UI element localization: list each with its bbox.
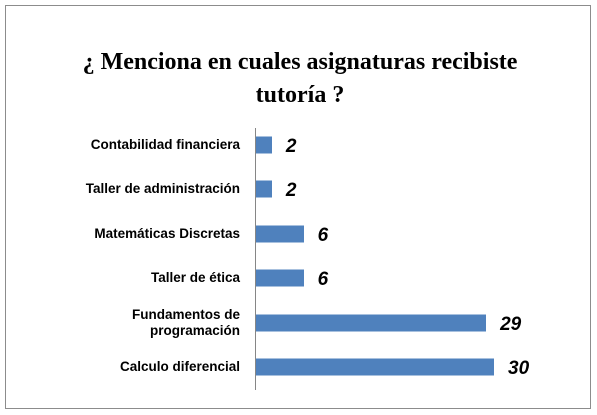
chart-frame: [5, 5, 591, 409]
data-label: 6: [317, 269, 329, 291]
chart-title: ¿ Menciona en cuales asignaturas recibis…: [82, 49, 518, 108]
category-label: Contabilidad financiera: [90, 137, 240, 152]
bar: [256, 269, 304, 287]
data-label: 2: [285, 136, 297, 157]
data-label: 6: [317, 224, 329, 246]
bar: [256, 358, 494, 376]
data-label: 2: [285, 180, 297, 202]
y-axis: [255, 128, 256, 390]
data-label: 30: [508, 358, 530, 379]
bar: [256, 225, 304, 243]
category-label: Fundamentos de programación: [131, 306, 240, 338]
bar: [256, 314, 487, 332]
category-label: Taller de ética: [150, 270, 240, 286]
data-label: 29: [500, 313, 522, 335]
category-label: Matemáticas Discretas: [94, 225, 240, 241]
bar: [256, 180, 272, 198]
category-label: Taller de administración: [85, 181, 240, 197]
category-label: Calculo diferencial: [119, 359, 240, 374]
bar: [256, 136, 272, 154]
